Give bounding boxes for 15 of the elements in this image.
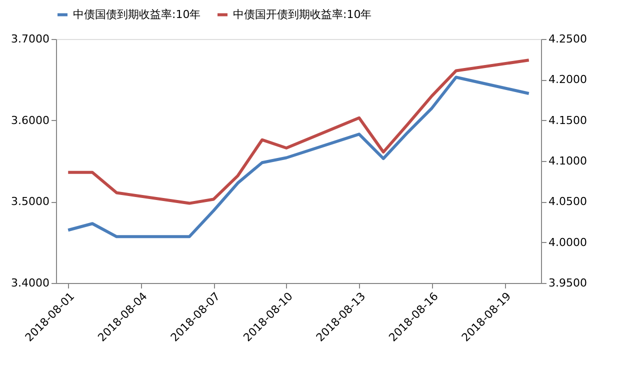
y2-tick-label: 4.0500	[548, 195, 587, 208]
y2-tick-label: 4.2000	[548, 73, 587, 86]
line-series	[66, 76, 530, 238]
y2-tick-label: 4.1500	[548, 114, 587, 127]
y-tick-label: 3.6000	[11, 114, 50, 127]
legend-label: 中债国开债到期收益率:10年	[233, 8, 372, 21]
y2-tick-label: 4.0000	[548, 236, 587, 249]
legend-label: 中债国债到期收益率:10年	[73, 8, 201, 21]
line-series	[66, 58, 530, 205]
y-tick-label: 3.7000	[11, 32, 50, 46]
y-tick-label: 3.4000	[11, 276, 50, 290]
y2-tick-label: 3.9500	[548, 276, 587, 290]
y2-tick-label: 4.2500	[548, 32, 587, 46]
y2-tick-label: 4.1000	[548, 154, 587, 168]
y-tick-label: 3.5000	[11, 195, 50, 208]
